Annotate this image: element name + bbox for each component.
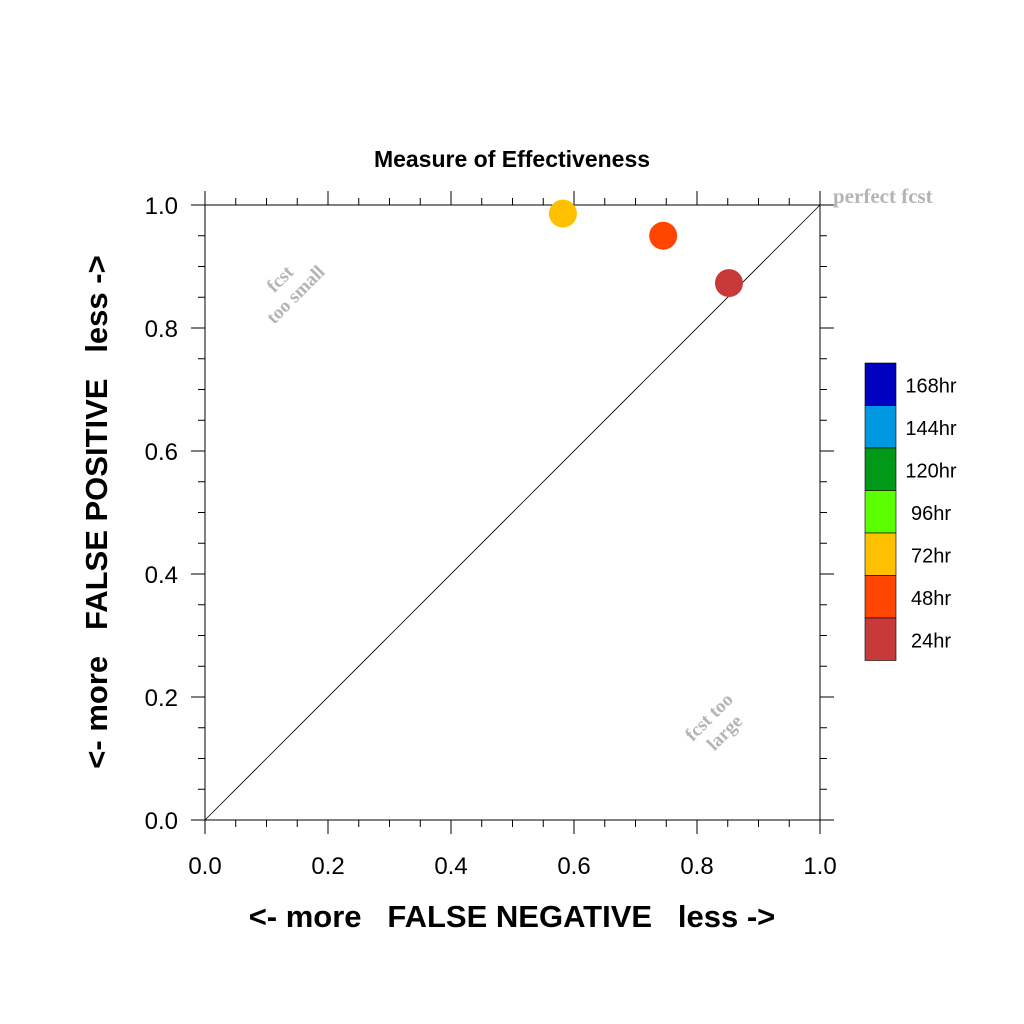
x-tick-label: 0.8 (680, 853, 713, 880)
perfect-forecast-diagonal (204, 204, 821, 821)
major-ticks (191, 191, 834, 834)
y-tick-label: 0.6 (145, 439, 178, 466)
legend-label-48hr: 48hr (911, 588, 951, 610)
legend-label-24hr: 24hr (911, 630, 951, 652)
y-tick-label: 0.8 (145, 316, 178, 343)
legend-swatch-144hr (864, 405, 897, 449)
annotation-perfect-fcst: perfect fcst (833, 184, 933, 208)
y-tick-label: 1.0 (145, 193, 178, 220)
annotation-fcst-too-large: fcst too large (681, 689, 747, 755)
legend-swatch-48hr (864, 575, 897, 619)
legend-label-96hr: 96hr (911, 503, 951, 525)
y-axis-label: <- more FALSE POSITIVE less -> (79, 255, 114, 768)
data-point-48hr (649, 221, 678, 250)
x-tick-label: 1.0 (803, 853, 836, 880)
annotation-fcst-too-small: fcst too small (263, 261, 330, 328)
legend-swatch-72hr (864, 532, 897, 576)
legend-swatch-24hr (864, 617, 897, 661)
x-axis-label: <- more FALSE NEGATIVE less -> (249, 899, 776, 934)
x-tick-labels: 0.0 0.2 0.4 0.6 0.8 1.0 (188, 853, 836, 880)
legend-label-120hr: 120hr (905, 460, 956, 482)
legend-swatch-120hr (864, 447, 897, 491)
y-tick-label: 0.2 (145, 685, 178, 712)
legend: 168hr 144hr 120hr 96hr 72hr 48hr 24hr (864, 362, 957, 661)
y-tick-labels: 0.0 0.2 0.4 0.6 0.8 1.0 (145, 193, 178, 835)
legend-swatch-168hr (864, 362, 897, 406)
data-point-24hr (714, 269, 743, 298)
legend-swatch-96hr (864, 490, 897, 534)
x-tick-label: 0.6 (557, 853, 590, 880)
y-tick-label: 0.4 (145, 562, 178, 589)
data-points (548, 199, 743, 298)
chart-title: Measure of Effectiveness (374, 146, 650, 172)
legend-label-168hr: 168hr (905, 375, 956, 397)
legend-label-72hr: 72hr (911, 545, 951, 567)
y-tick-label: 0.0 (145, 808, 178, 835)
x-tick-label: 0.2 (311, 853, 344, 880)
legend-label-144hr: 144hr (905, 418, 956, 440)
x-tick-label: 0.0 (188, 853, 221, 880)
x-tick-label: 0.4 (434, 853, 467, 880)
data-point-72hr (548, 199, 577, 228)
minor-ticks (198, 198, 827, 827)
